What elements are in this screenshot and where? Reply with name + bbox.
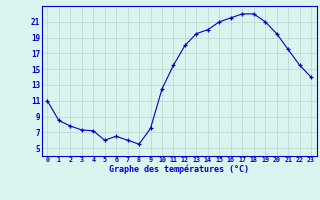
X-axis label: Graphe des températures (°C): Graphe des températures (°C) [109,164,249,174]
